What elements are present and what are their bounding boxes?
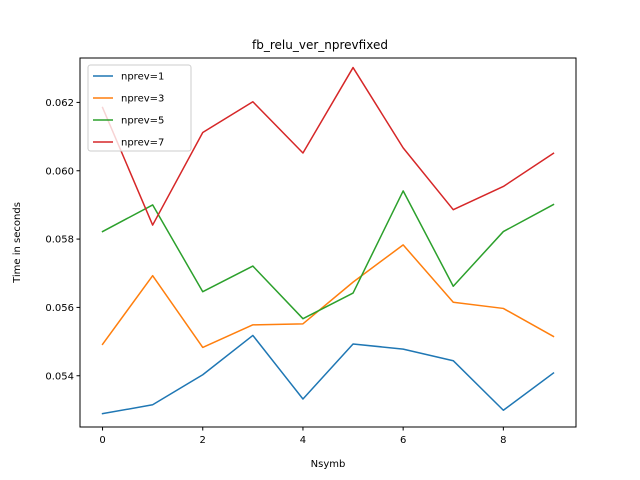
x-tick-label: 6 <box>400 435 406 446</box>
y-tick-label: 0.062 <box>45 98 74 109</box>
y-axis-label: Time in seconds <box>12 202 23 284</box>
x-tick-label: 4 <box>300 435 306 446</box>
series-line-nprev-3 <box>101 244 555 349</box>
legend: nprev=1 nprev=3 nprev=5 nprev=7 <box>87 64 192 152</box>
chart-title: fb_relu_ver_nprevfixed <box>252 38 388 52</box>
legend-box <box>87 64 192 152</box>
legend-label: nprev=7 <box>121 138 164 149</box>
ticks-layer: 0 2 4 6 8 0.054 0.056 0.058 0.060 0.062 <box>45 98 506 446</box>
x-axis-label: Nsymb <box>311 459 346 470</box>
legend-label: nprev=5 <box>121 116 164 127</box>
series-line-nprev-1 <box>101 334 555 415</box>
x-tick-label: 8 <box>500 435 506 446</box>
y-tick-label: 0.056 <box>45 303 74 314</box>
series-line-nprev-7 <box>101 66 555 226</box>
y-tick-label: 0.058 <box>45 235 74 246</box>
legend-label: nprev=1 <box>121 72 164 83</box>
plot-frame <box>79 57 577 428</box>
x-tick-label: 2 <box>200 435 206 446</box>
series-line-nprev-5 <box>101 190 555 320</box>
y-tick-label: 0.060 <box>45 166 74 177</box>
series-layer <box>101 66 555 415</box>
legend-label: nprev=3 <box>121 94 164 105</box>
y-tick-label: 0.054 <box>45 371 74 382</box>
x-tick-label: 0 <box>99 435 105 446</box>
